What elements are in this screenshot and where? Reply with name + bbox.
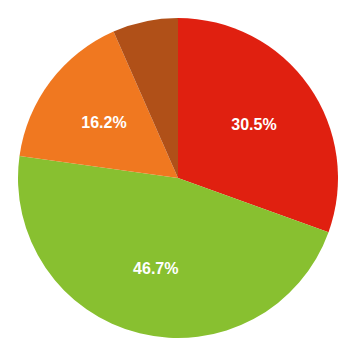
svg-text:46.7%: 46.7% — [133, 260, 178, 277]
svg-text:16.2%: 16.2% — [81, 114, 126, 131]
svg-text:30.5%: 30.5% — [231, 116, 276, 133]
